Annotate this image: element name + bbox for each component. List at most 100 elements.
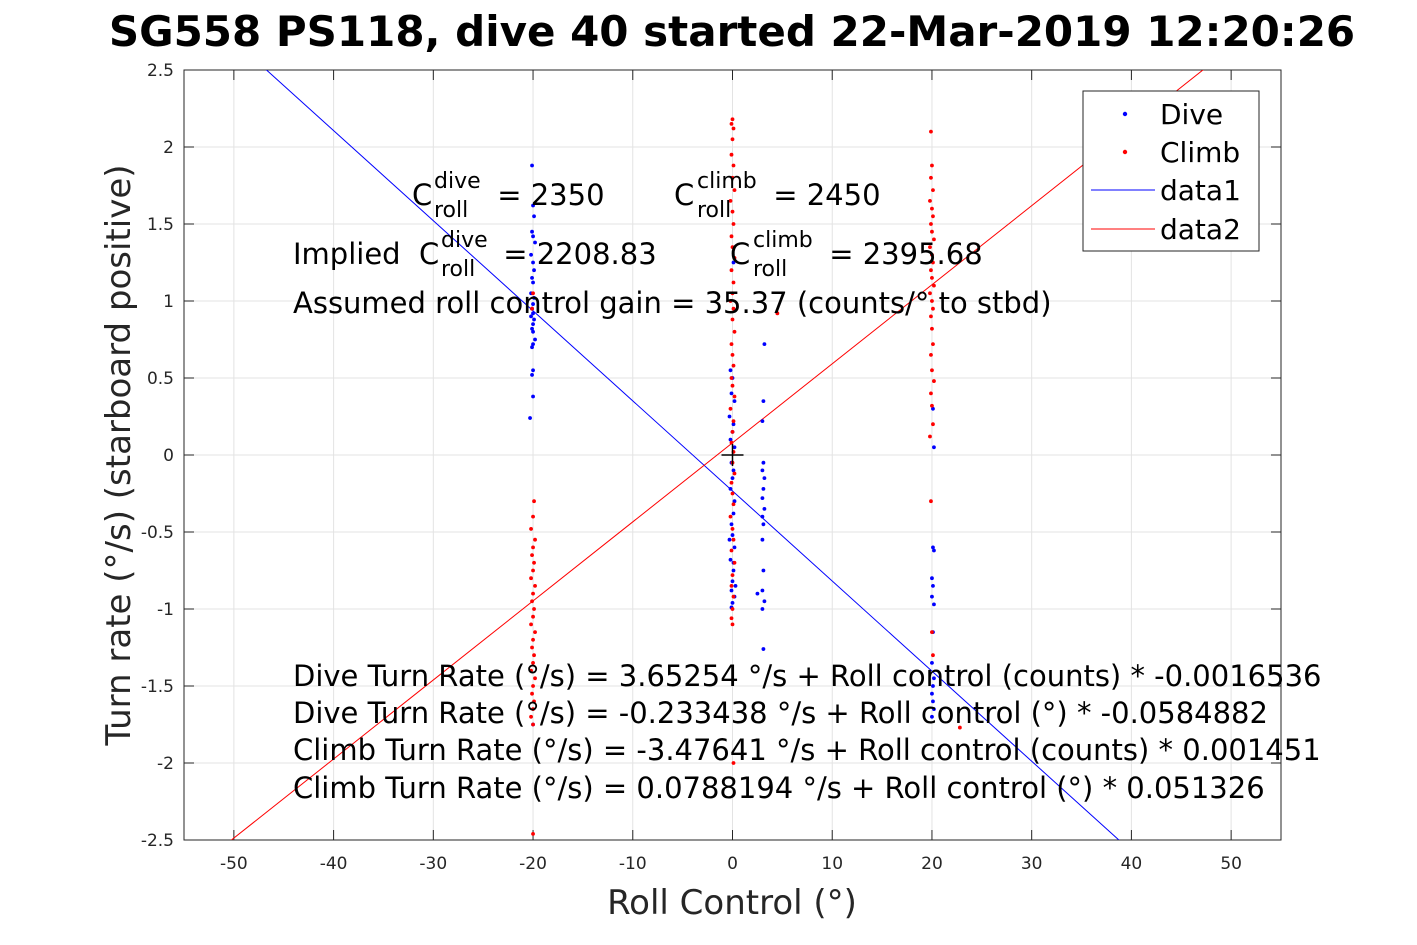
dive-point [729,522,734,527]
dive-point [731,511,736,516]
climb-point [930,252,934,257]
annotation-c-dive: C dive roll = 2350 [412,169,605,223]
climb-point [533,676,537,681]
climb-point [730,175,735,180]
dive-point [932,548,936,553]
climb-point [531,707,535,711]
climb-point [729,268,734,273]
climb-point [728,406,733,411]
x-tick-label: -30 [419,854,447,874]
dive-point [531,322,535,326]
climb-point [730,491,735,496]
dive-point [532,296,536,300]
dive-point [732,499,737,504]
dive-point [529,252,533,257]
dive-point [761,486,766,491]
climb-point [729,440,734,445]
climb-point [732,255,737,260]
dive-point [531,368,535,373]
dive-point [731,260,736,265]
implied-climb-sup: climb [753,228,813,253]
legend-climb-label: Climb [1160,136,1240,169]
climb-point [731,594,736,599]
x-tick-label: 30 [1021,854,1043,874]
c-dive-value: = 2350 [488,178,605,212]
climb-point [729,480,734,485]
c-dive-sup: dive [434,169,481,194]
dive-point [728,486,733,491]
climb-point [732,188,737,193]
dive-point [732,545,737,550]
climb-point [730,430,735,434]
dive-point [531,311,535,316]
climb-point [530,553,534,557]
dive-point [931,699,935,704]
dive-point [930,576,934,581]
dive-point [762,476,767,480]
dive-point [532,268,536,273]
dive-point [729,588,734,593]
climb-point [531,684,535,688]
climb-point [532,560,536,565]
climb-point [730,117,735,122]
dive-point [533,240,537,245]
implied-dive-value: = 2208.83 [494,237,657,271]
dive-point [731,568,736,573]
climb-point [929,314,933,319]
climb-point [530,645,534,650]
implied-climb-base: C [730,237,750,271]
x-tick-label: 40 [1121,854,1143,874]
dive-point [729,391,734,396]
dive-point [531,260,535,265]
x-tick-label: 0 [727,854,738,874]
climb-point [532,607,536,611]
climb-point [731,222,736,226]
climb-point [731,163,736,168]
annotation-eq3: Climb Turn Rate (°/s) = -3.47641 °/s + R… [293,733,1321,767]
climb-point [932,283,936,288]
climb-point [928,434,932,439]
climb-point [731,280,736,285]
climb-point [928,199,932,203]
climb-point [532,499,536,504]
climb-point [729,234,734,239]
climb-point [930,403,934,408]
annotation-c-climb: C climb roll = 2450 [674,169,881,223]
y-tick-label: -0.5 [141,523,174,543]
dive-point [760,588,765,593]
dive-point [528,416,532,420]
dive-point [932,676,936,681]
climb-point [532,699,536,704]
dive-point [532,317,536,322]
climb-point [531,614,535,619]
dive-point [760,468,765,473]
legend-dive-marker [1122,111,1128,117]
climb-point [931,260,935,265]
climb-point [931,188,935,193]
y-tick-label: 1 [163,292,174,312]
y-axis-label: Turn rate (°/s) (starboard positive) [99,164,139,746]
climb-point [731,761,736,765]
climb-point [931,342,935,347]
dive-point [931,584,935,588]
dive-point [530,276,534,280]
climb-point [930,368,934,373]
climb-point [533,630,537,634]
climb-point [531,545,535,550]
implied-climb-value: = 2395.68 [820,237,983,271]
annotation-eq1: Dive Turn Rate (°/s) = 3.65254 °/s + Rol… [293,659,1321,693]
climb-point [929,499,933,504]
climb-point [529,714,533,719]
climb-point [533,537,537,542]
dive-point [760,514,765,519]
data1-fit-line [265,70,1120,840]
climb-point [731,306,736,311]
dive-point [760,419,765,424]
origin-marker [721,444,744,466]
legend-box [1082,90,1260,252]
x-tick-label: -50 [220,854,248,874]
climb-point [729,376,734,380]
implied-dive-sub: roll [441,257,475,282]
dive-point [533,337,537,342]
legend-dive-label: Dive [1160,98,1223,131]
